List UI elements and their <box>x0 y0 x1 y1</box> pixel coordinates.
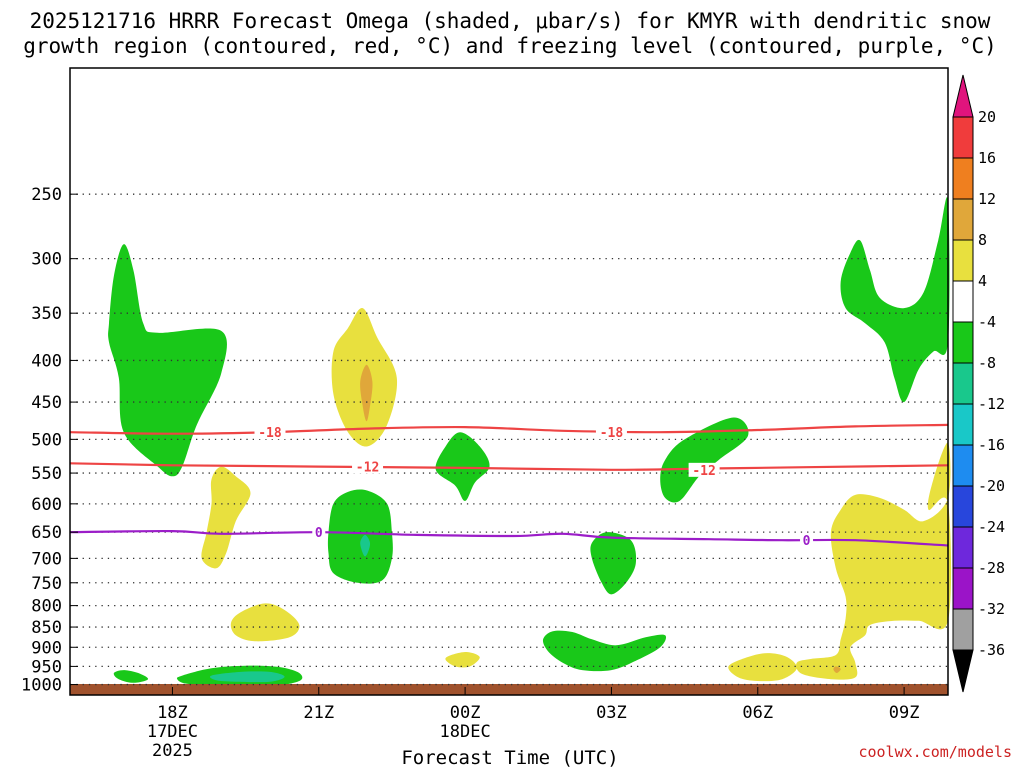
yellow-region-4 <box>445 651 480 668</box>
x-tick-label-09Z: 09Z <box>889 703 920 723</box>
dgz-minus-18-label-1: -18 <box>600 426 624 441</box>
y-tick-label-1000: 1000 <box>21 676 62 696</box>
colorbar-label--24: -24 <box>978 518 1005 536</box>
orange-region-2 <box>833 666 841 674</box>
y-tick-label-300: 300 <box>31 250 62 270</box>
colorbar-label--32: -32 <box>978 600 1005 618</box>
colorbar-swatch-1 <box>952 157 974 200</box>
x-tick-label-00Z: 00Z <box>450 703 481 723</box>
ground-strip-fill <box>70 684 948 695</box>
y-tick-label-650: 650 <box>31 523 62 543</box>
y-tick-label-250: 250 <box>31 185 62 205</box>
colorbar-swatch-6 <box>952 362 974 405</box>
freezing-level-0-label-bg-0 <box>312 525 326 540</box>
x-tick-label-21Z: 21Z <box>303 703 334 723</box>
y-tick-label-450: 450 <box>31 393 62 413</box>
colorbar-top-arrow <box>952 74 974 118</box>
dgz-minus-12-label-1: -12 <box>692 464 715 479</box>
chart-title-line-2: growth region (contoured, red, °C) and f… <box>23 34 997 58</box>
colorbar-swatch-8 <box>952 444 974 487</box>
colorbar-swatch-12 <box>952 608 974 651</box>
yellow-region-6 <box>796 442 952 680</box>
y-tick-label-600: 600 <box>31 495 62 515</box>
colorbar-label--4: -4 <box>978 313 996 331</box>
freezing-level-0-line <box>69 529 949 547</box>
green-region-5 <box>590 532 637 595</box>
y-axis-ticks: 2503003504004505005506006507007508008509… <box>21 185 78 696</box>
colorbar-swatch-0 <box>952 116 974 159</box>
yellow-region-2 <box>201 466 251 569</box>
dgz-minus-18-line <box>69 423 949 435</box>
colorbar-swatch-7 <box>952 403 974 446</box>
green-region-4 <box>327 489 393 584</box>
pressure-grid-lines <box>70 193 948 686</box>
y-tick-label-500: 500 <box>31 430 62 450</box>
x-tick-date-18Z: 17DEC <box>147 722 198 742</box>
omega-shaded-regions <box>108 197 952 687</box>
credit-text: coolwx.com/models <box>858 743 1012 761</box>
colorbar-label-16: 16 <box>978 149 996 167</box>
green-region-9 <box>840 197 950 403</box>
green-region-6 <box>542 630 667 672</box>
y-tick-label-550: 550 <box>31 464 62 484</box>
green-region-2 <box>435 432 490 501</box>
y-tick-label-900: 900 <box>31 638 62 658</box>
y-tick-label-400: 400 <box>31 351 62 371</box>
dgz-minus-18-label-0: -18 <box>258 426 282 441</box>
colorbar-label--28: -28 <box>978 559 1005 577</box>
plot-frame <box>69 67 949 696</box>
ground-strip <box>70 684 948 695</box>
colorbar-label-8: 8 <box>978 231 987 249</box>
colorbar-label--16: -16 <box>978 436 1005 454</box>
teal-region-1 <box>209 671 285 683</box>
dgz-minus-12-label-0: -12 <box>356 461 379 476</box>
x-tick-label-18Z: 18Z <box>157 703 188 723</box>
y-tick-label-700: 700 <box>31 549 62 569</box>
y-tick-label-950: 950 <box>31 657 62 677</box>
colorbar-label-4: 4 <box>978 272 987 290</box>
x-tick-date-00Z: 18DEC <box>440 722 491 742</box>
chart-title-line-1: 2025121716 HRRR Forecast Omega (shaded, … <box>30 9 991 33</box>
dgz-minus-18-label-bg-0 <box>254 425 286 440</box>
teal-region-2 <box>360 534 371 557</box>
omega-colorbar: 20 16 12 8 4 -4 -8 -12 -16 -20 -24 -28 -32 -36 <box>952 74 1005 693</box>
x-axis-label: Forecast Time (UTC) <box>401 747 618 768</box>
yellow-region-3 <box>230 603 300 642</box>
x-tick-label-03Z: 03Z <box>596 703 627 723</box>
orange-region-1 <box>360 364 373 422</box>
y-tick-label-750: 750 <box>31 574 62 594</box>
dgz-minus-12-label-bg-1 <box>688 462 720 477</box>
freezing-level-0-label-bg-1 <box>800 533 814 548</box>
yellow-region-5 <box>728 653 797 682</box>
freezing-level-0-label-1: 0 <box>803 534 811 549</box>
colorbar-swatch-10 <box>952 526 974 569</box>
green-region-8 <box>113 670 149 683</box>
dgz-minus-18-label-bg-1 <box>595 425 627 440</box>
colorbar-swatch-4 <box>952 280 974 323</box>
dgz-minus-12-line <box>69 462 949 471</box>
freezing-level-0-label-0: 0 <box>315 526 323 541</box>
colorbar-swatch-2 <box>952 198 974 241</box>
green-region-1 <box>108 244 227 477</box>
colorbar-label-12: 12 <box>978 190 996 208</box>
dgz-minus-12-label-bg-0 <box>352 459 384 474</box>
y-tick-label-800: 800 <box>31 597 62 617</box>
y-tick-label-850: 850 <box>31 618 62 638</box>
colorbar-swatch-9 <box>952 485 974 528</box>
colorbar-label--12: -12 <box>978 395 1005 413</box>
colorbar-swatch-5 <box>952 321 974 364</box>
colorbar-swatch-3 <box>952 239 974 282</box>
colorbar-bottom-arrow <box>952 649 974 693</box>
colorbar-swatch-11 <box>952 567 974 610</box>
x-tick-label-06Z: 06Z <box>742 703 773 723</box>
temperature-contours: -18 -18 -12 -12 0 0 <box>69 423 949 549</box>
colorbar-label--20: -20 <box>978 477 1005 495</box>
colorbar-label--8: -8 <box>978 354 996 372</box>
y-tick-label-350: 350 <box>31 304 62 324</box>
colorbar-label--36: -36 <box>978 641 1005 659</box>
x-tick-year-18Z: 2025 <box>152 741 193 761</box>
colorbar-label-20: 20 <box>978 108 996 126</box>
